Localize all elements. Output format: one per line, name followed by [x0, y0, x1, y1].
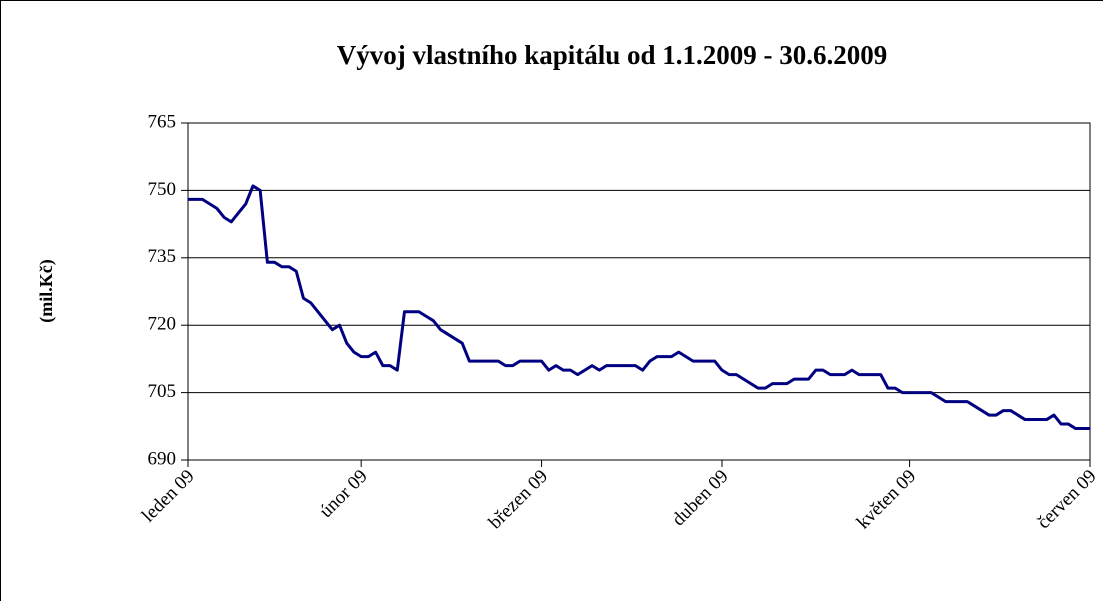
y-tick-label: 750 [148, 179, 177, 200]
plot-area [187, 122, 1091, 461]
y-tick-label: 735 [148, 246, 177, 267]
y-axis-label: (mil.Kč) [36, 259, 57, 322]
y-tick-label: 765 [148, 111, 177, 132]
chart-title: Vývoj vlastního kapitálu od 1.1.2009 - 3… [337, 40, 888, 70]
y-tick-label: 720 [148, 314, 177, 335]
data-line [188, 184, 1090, 431]
y-tick-label: 705 [148, 381, 177, 402]
y-tick-label: 690 [148, 448, 177, 469]
